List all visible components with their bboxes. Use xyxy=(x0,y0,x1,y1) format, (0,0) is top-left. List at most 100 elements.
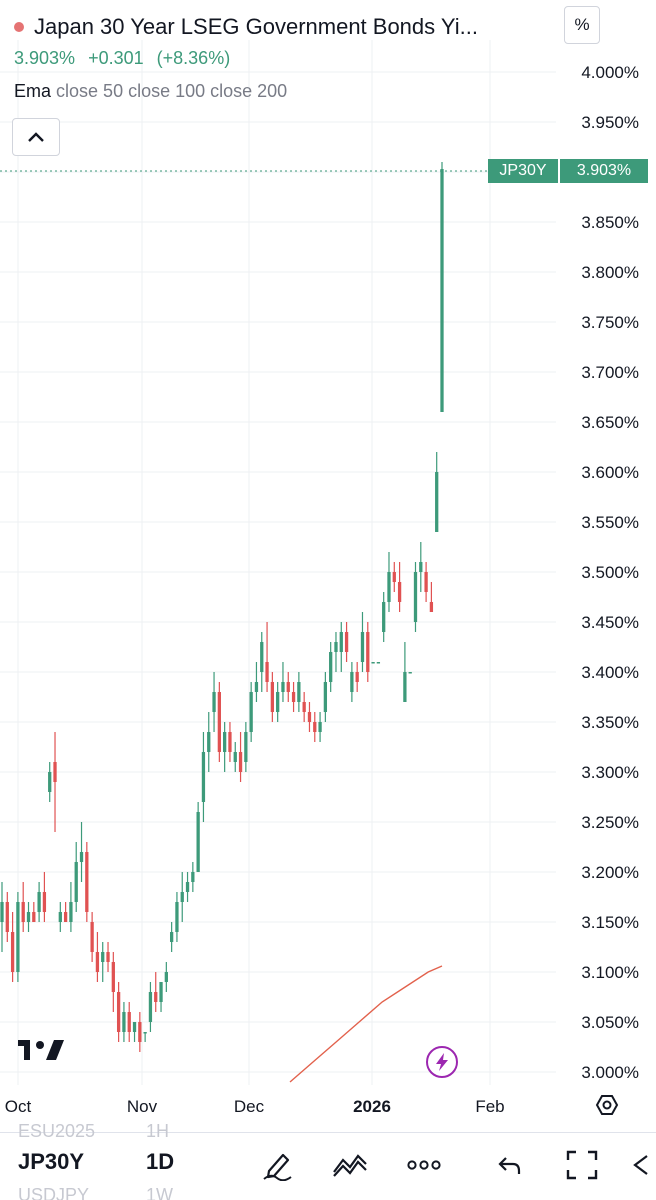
fullscreen-icon[interactable] xyxy=(562,1147,602,1183)
candle xyxy=(106,942,110,972)
candle xyxy=(191,862,195,892)
y-tick-label: 3.800% xyxy=(581,263,639,282)
candle xyxy=(127,1002,131,1042)
price-change-percent: (+8.36%) xyxy=(156,48,231,68)
candle xyxy=(180,872,184,922)
candle xyxy=(48,762,52,802)
candle xyxy=(42,872,47,922)
chevron-up-icon xyxy=(28,132,44,142)
chart-header: Japan 30 Year LSEG Government Bonds Yi..… xyxy=(14,10,554,102)
percent-scale-button[interactable]: % xyxy=(564,6,600,44)
symbol-selector[interactable]: JP30Y xyxy=(18,1149,85,1174)
y-tick-label: 3.450% xyxy=(581,613,639,632)
x-tick-label: Dec xyxy=(234,1097,265,1116)
chart-grid xyxy=(0,40,556,1085)
candle xyxy=(228,722,232,762)
candle xyxy=(69,882,73,932)
candle xyxy=(281,662,285,702)
ghost-symbol-row: USDJPY 1W xyxy=(18,1185,173,1200)
candle xyxy=(302,692,306,722)
candle xyxy=(212,672,216,732)
candle xyxy=(185,872,190,902)
y-tick-label: 3.750% xyxy=(581,313,639,332)
candle xyxy=(424,562,428,602)
candle xyxy=(270,672,275,722)
candle xyxy=(413,562,418,632)
candle xyxy=(26,902,31,932)
ghost-symbol-row: ESU2025 1H xyxy=(18,1121,169,1142)
candle xyxy=(297,672,301,712)
candle xyxy=(318,712,322,742)
ghost-symbol: USDJPY xyxy=(18,1185,90,1200)
candle xyxy=(16,892,20,982)
y-tick-label: 3.550% xyxy=(581,513,639,532)
indicators-icon[interactable] xyxy=(330,1147,370,1183)
x-tick-label: Feb xyxy=(475,1097,504,1116)
draw-pen-icon[interactable] xyxy=(258,1147,298,1183)
price-tag-value: 3.903% xyxy=(560,159,648,183)
candle xyxy=(276,682,280,722)
candle xyxy=(249,682,253,742)
y-tick-label: 3.300% xyxy=(581,763,639,782)
candle xyxy=(408,672,412,674)
undo-icon[interactable] xyxy=(490,1147,530,1183)
candle xyxy=(217,682,221,762)
candle xyxy=(334,632,338,672)
candle xyxy=(403,642,407,702)
candle xyxy=(79,822,84,882)
candle xyxy=(291,682,296,712)
lightning-icon[interactable] xyxy=(426,1046,458,1078)
candle xyxy=(154,972,158,1012)
y-tick-label: 4.000% xyxy=(581,63,639,82)
candle xyxy=(382,592,386,642)
y-tick-label: 3.000% xyxy=(581,1063,639,1082)
candle xyxy=(371,662,375,664)
interval-selector[interactable]: 1D xyxy=(146,1149,175,1174)
candle xyxy=(307,702,312,732)
y-tick-label: 3.400% xyxy=(581,663,639,682)
x-tick-label: Oct xyxy=(5,1097,32,1116)
candle xyxy=(435,452,439,532)
indicator-name: Ema xyxy=(14,81,52,101)
candle xyxy=(32,902,36,922)
y-tick-label: 3.650% xyxy=(581,413,639,432)
x-tick-label: Nov xyxy=(127,1097,158,1116)
symbol-title[interactable]: Japan 30 Year LSEG Government Bonds Yi..… xyxy=(34,14,478,39)
candle xyxy=(313,712,317,742)
candle xyxy=(207,712,211,772)
candle xyxy=(10,912,15,982)
candle xyxy=(238,732,243,782)
candle xyxy=(132,1022,137,1042)
more-icon[interactable] xyxy=(404,1147,444,1183)
candle xyxy=(440,162,444,412)
candle xyxy=(95,932,100,982)
chart-settings-icon[interactable] xyxy=(595,1095,619,1115)
candle xyxy=(143,1032,147,1042)
candle xyxy=(397,562,402,612)
indicator-legend[interactable]: Ema close 50 close 100 close 200 xyxy=(14,81,554,102)
candles xyxy=(0,162,444,1052)
candle xyxy=(233,742,237,772)
candle xyxy=(111,952,115,1012)
candle xyxy=(122,1002,126,1042)
candle xyxy=(355,662,359,692)
candle xyxy=(201,732,206,822)
candle xyxy=(387,552,391,612)
candle xyxy=(429,582,434,612)
candle xyxy=(339,622,343,672)
ghost-symbol: ESU2025 xyxy=(18,1121,96,1141)
candle xyxy=(419,542,423,592)
back-icon[interactable] xyxy=(622,1147,656,1183)
candle xyxy=(101,942,105,982)
time-axis: Oct Nov Dec 2026 Feb xyxy=(5,1097,505,1116)
candle xyxy=(164,962,168,992)
candle xyxy=(286,672,290,702)
candle xyxy=(169,922,174,952)
y-tick-label: 3.600% xyxy=(581,463,639,482)
tradingview-logo-icon xyxy=(18,1040,64,1060)
collapse-legend-button[interactable] xyxy=(12,118,60,156)
candle xyxy=(244,722,248,772)
y-tick-label: 3.500% xyxy=(581,563,639,582)
candle xyxy=(265,622,269,692)
